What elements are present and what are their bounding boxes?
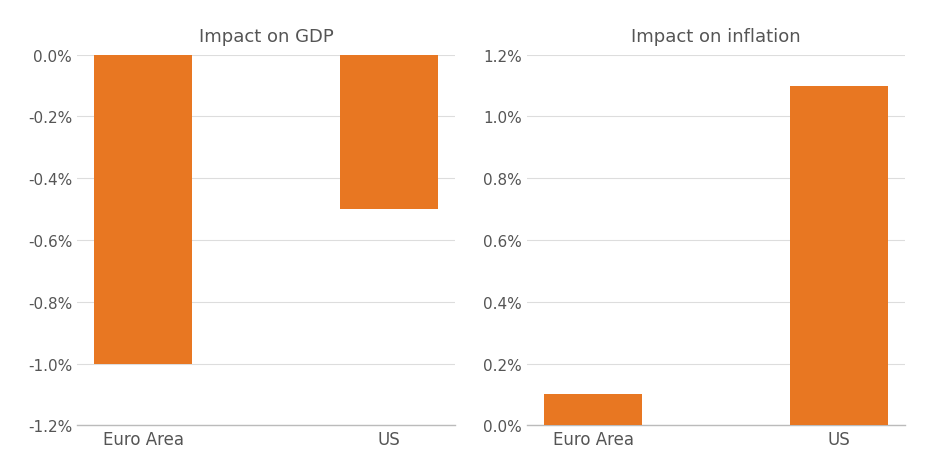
Bar — [789, 86, 888, 426]
Bar — [544, 395, 642, 426]
Bar — [94, 56, 192, 364]
Title: Impact on inflation: Impact on inflation — [632, 28, 801, 46]
Title: Impact on GDP: Impact on GDP — [199, 28, 334, 46]
Bar — [340, 56, 439, 210]
